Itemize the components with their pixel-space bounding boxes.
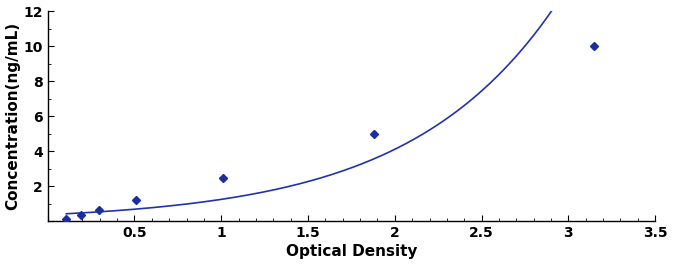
Y-axis label: Concentration(ng/mL): Concentration(ng/mL): [5, 22, 21, 210]
X-axis label: Optical Density: Optical Density: [285, 244, 417, 259]
